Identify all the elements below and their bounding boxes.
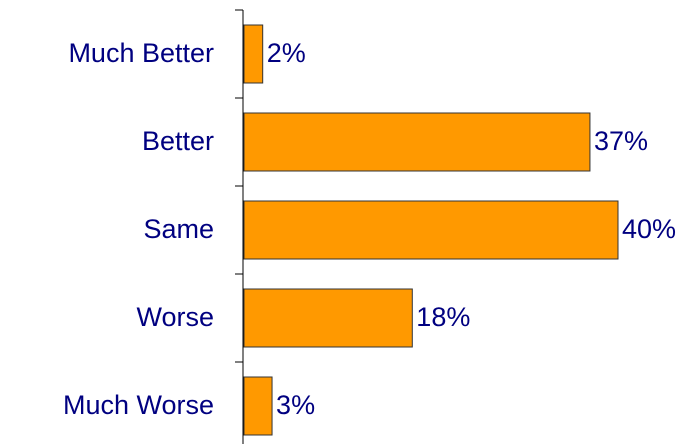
data-label: 18% <box>416 302 470 332</box>
y-tick-label: Same <box>143 214 214 244</box>
y-tick-label: Much Worse <box>63 390 214 420</box>
data-label: 37% <box>594 126 648 156</box>
data-label: 3% <box>276 390 315 420</box>
y-tick-label: Better <box>142 126 214 156</box>
y-tick-label: Worse <box>136 302 214 332</box>
bar <box>243 288 413 348</box>
y-tick-label: Much Better <box>68 38 214 68</box>
data-label: 2% <box>267 38 306 68</box>
bar <box>243 200 619 260</box>
bar <box>243 24 264 84</box>
bar <box>243 112 591 172</box>
data-label: 40% <box>622 214 676 244</box>
bar <box>243 376 273 436</box>
